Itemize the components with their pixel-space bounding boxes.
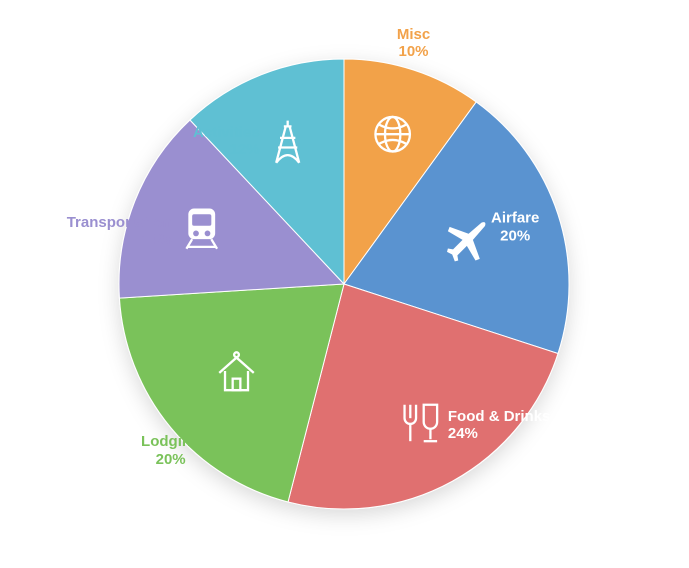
label-transportation: Transportation 14% xyxy=(42,214,172,249)
label-lodging-name: Lodging xyxy=(141,433,200,450)
label-transportation-pct: 14% xyxy=(42,231,172,248)
label-transportation-name: Transportation xyxy=(67,214,172,231)
label-lodging: Lodging 20% xyxy=(121,433,221,468)
label-activities-pct: 12% xyxy=(140,141,260,158)
label-food-pct: 24% xyxy=(448,425,551,442)
label-food-name: Food & Drinks xyxy=(448,408,551,425)
label-activities-name: Activities xyxy=(193,124,260,141)
label-airfare-name: Airfare xyxy=(491,209,539,226)
label-airfare-pct: 20% xyxy=(500,227,530,244)
label-activities: Activities 12% xyxy=(140,124,260,159)
travel-budget-pie-chart: Airfare20% Misc 10% Food & Drinks 24% Lo… xyxy=(0,0,689,568)
pie-svg: Airfare20% xyxy=(0,0,689,568)
label-misc: Misc 10% xyxy=(374,26,454,61)
label-food: Food & Drinks 24% xyxy=(448,408,551,443)
label-lodging-pct: 20% xyxy=(121,451,221,468)
label-misc-name: Misc xyxy=(397,26,430,43)
label-misc-pct: 10% xyxy=(374,43,454,60)
